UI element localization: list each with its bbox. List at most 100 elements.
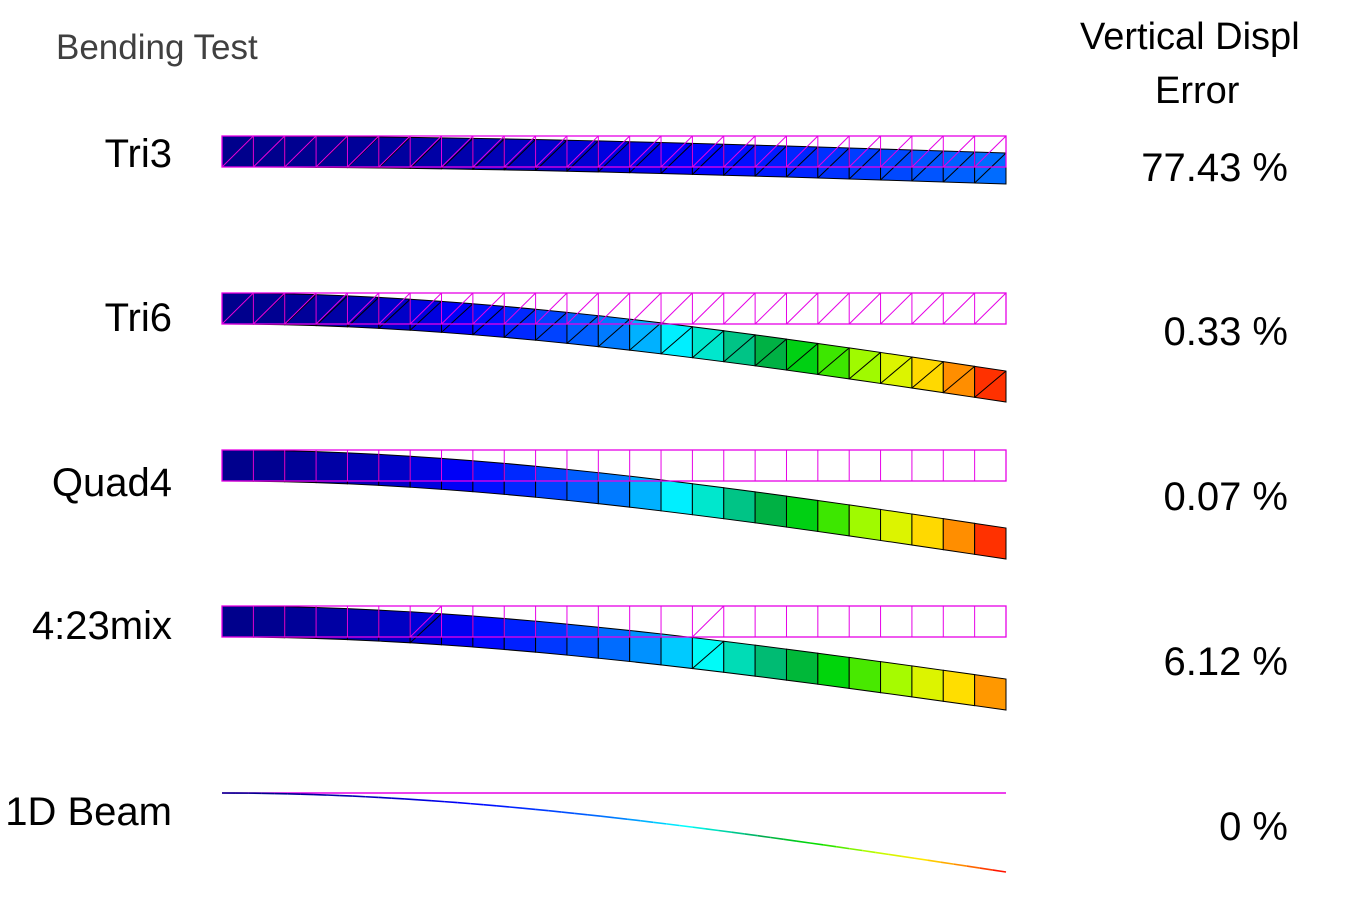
deformed-beam-segment	[574, 812, 588, 816]
deformed-beam-segment	[653, 821, 667, 825]
deformed-beam-segment	[796, 840, 811, 844]
element-diagonal	[848, 352, 881, 380]
undeformed-mesh-diagonal	[503, 135, 536, 168]
deformed-element	[284, 606, 317, 640]
element-diagonal	[880, 149, 913, 181]
undeformed-mesh-diagonal	[284, 292, 317, 325]
deformed-beam-segment	[365, 795, 379, 799]
deformed-element	[911, 513, 944, 551]
element-diagonal	[535, 139, 568, 171]
deformed-element	[441, 457, 474, 493]
deformed-beam-segment	[940, 861, 954, 865]
element-diagonal	[880, 356, 913, 384]
error-value-tri6: 0.33 %	[1163, 310, 1288, 354]
beam-4	[221, 605, 1007, 711]
deformed-beam-segment	[378, 796, 392, 799]
element-diagonal	[754, 145, 787, 177]
undeformed-mesh-diagonal	[692, 605, 725, 638]
undeformed-mesh-diagonal	[692, 135, 725, 168]
undeformed-mesh-diagonal	[535, 292, 568, 325]
undeformed-mesh-outline	[221, 605, 1007, 638]
row-label-mix: 4:23mix	[31, 604, 172, 648]
undeformed-mesh-diagonal	[942, 135, 975, 168]
deformed-beam-segment	[770, 836, 784, 841]
element-diagonal	[723, 144, 756, 176]
deformed-element	[880, 508, 913, 546]
undeformed-mesh-diagonal	[817, 135, 850, 168]
deformed-element	[629, 629, 662, 666]
undeformed-mesh-diagonal	[723, 135, 756, 168]
deformed-element	[503, 462, 537, 498]
deformed-beam-segment	[849, 847, 863, 852]
element-diagonal	[441, 303, 474, 333]
deformed-element	[221, 449, 254, 482]
deformed-beam-segment	[391, 797, 405, 800]
deformed-element	[597, 472, 631, 508]
deformed-element	[754, 491, 787, 528]
undeformed-mesh-diagonal	[848, 135, 881, 168]
element-diagonal	[911, 150, 944, 182]
deformed-element	[754, 644, 787, 681]
element-diagonal	[911, 361, 944, 389]
deformed-element	[535, 620, 568, 656]
undeformed-mesh-diagonal	[754, 292, 787, 325]
element-diagonal	[472, 138, 505, 170]
element-diagonal	[786, 146, 819, 178]
undeformed-mesh-diagonal	[942, 292, 975, 325]
element-diagonal	[409, 300, 442, 331]
deformed-beam-segment	[640, 819, 654, 824]
element-diagonal	[503, 308, 536, 338]
undeformed-mesh-outline	[221, 449, 1007, 482]
beam-5	[221, 792, 1007, 873]
element-diagonal	[472, 305, 505, 336]
element-diagonal	[754, 338, 787, 367]
element-diagonal	[566, 140, 599, 172]
undeformed-mesh-diagonal	[629, 135, 662, 168]
deformed-beam-segment	[679, 824, 693, 828]
deformed-element	[503, 617, 537, 653]
undeformed-mesh-diagonal	[378, 292, 411, 325]
page-title: Bending Test	[56, 28, 258, 67]
deformed-beam-segment	[404, 798, 419, 801]
row-label-tri3: Tri3	[104, 132, 172, 176]
deformed-element	[472, 460, 505, 495]
deformed-beam-segment	[744, 833, 758, 837]
deformed-element	[942, 518, 976, 555]
element-diagonal	[629, 322, 662, 351]
deformed-element	[346, 608, 380, 642]
deformed-beam-segment	[718, 829, 732, 834]
element-diagonal	[535, 311, 568, 341]
element-diagonal	[378, 136, 411, 169]
deformed-element	[848, 656, 882, 694]
deformed-element	[942, 669, 976, 707]
deformed-element	[911, 665, 944, 702]
undeformed-mesh-outline	[221, 135, 1007, 168]
deformed-beam-segment	[705, 828, 719, 832]
undeformed-mesh-diagonal	[347, 292, 380, 325]
element-diagonal	[409, 137, 442, 169]
deformed-element	[252, 449, 286, 483]
deformed-beam-segment	[626, 818, 641, 822]
undeformed-mesh-diagonal	[911, 135, 944, 168]
element-diagonal	[692, 143, 725, 175]
deformed-element	[378, 453, 411, 488]
deformed-beam-segment	[613, 816, 628, 820]
deformed-beam-segment	[979, 867, 994, 871]
undeformed-mesh-diagonal	[692, 292, 725, 325]
deformed-beam-segment	[901, 855, 915, 860]
deformed-beam-segment	[600, 815, 615, 819]
deformed-element	[566, 468, 599, 505]
element-diagonal	[503, 139, 536, 171]
deformed-beam-segment	[496, 805, 510, 808]
undeformed-mesh-diagonal	[378, 135, 411, 168]
deformed-beam-segment	[914, 857, 928, 861]
element-diagonal	[660, 142, 693, 174]
element-diagonal	[848, 148, 881, 180]
undeformed-mesh-diagonal	[786, 292, 819, 325]
undeformed-mesh-diagonal	[472, 135, 505, 168]
undeformed-mesh-diagonal	[754, 135, 787, 168]
undeformed-mesh-diagonal	[409, 135, 442, 168]
error-value-mix: 6.12 %	[1163, 640, 1288, 684]
deformed-element	[441, 613, 474, 648]
undeformed-mesh-diagonal	[253, 292, 286, 325]
